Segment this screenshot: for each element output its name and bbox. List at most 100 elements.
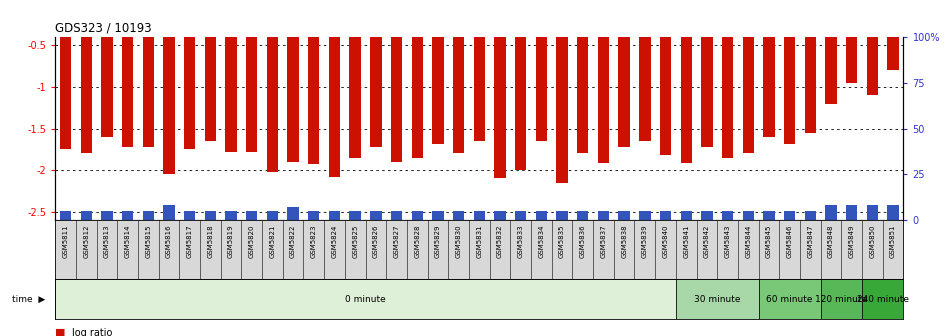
Text: log ratio: log ratio <box>72 328 112 336</box>
Bar <box>743 211 754 220</box>
Bar <box>266 211 278 220</box>
Bar <box>60 211 71 220</box>
Text: GSM5840: GSM5840 <box>663 225 669 258</box>
Bar <box>660 4 671 155</box>
Bar <box>349 4 360 158</box>
Bar <box>101 211 112 220</box>
Bar <box>391 211 402 220</box>
Bar <box>184 211 195 220</box>
Bar <box>701 211 712 220</box>
Bar <box>433 211 443 220</box>
Bar <box>764 4 775 137</box>
Text: GSM5846: GSM5846 <box>786 225 792 258</box>
Bar <box>846 205 858 220</box>
Text: GSM5812: GSM5812 <box>83 225 89 258</box>
Bar <box>266 4 278 172</box>
Bar <box>825 4 837 103</box>
Bar <box>184 4 195 149</box>
Bar <box>225 4 237 152</box>
Text: GSM5818: GSM5818 <box>207 225 213 258</box>
Text: GSM5832: GSM5832 <box>497 225 503 258</box>
Bar <box>701 4 712 147</box>
Bar <box>887 4 899 70</box>
Bar <box>287 4 299 162</box>
Text: GSM5811: GSM5811 <box>63 225 68 258</box>
Text: 30 minute: 30 minute <box>694 295 741 303</box>
Bar <box>862 279 903 319</box>
Bar <box>743 4 754 154</box>
Text: GSM5817: GSM5817 <box>186 225 193 258</box>
Bar <box>618 4 630 147</box>
Bar <box>535 4 547 141</box>
Text: GSM5824: GSM5824 <box>332 225 338 258</box>
Bar <box>556 211 568 220</box>
Bar <box>577 4 589 154</box>
Text: 60 minute: 60 minute <box>767 295 813 303</box>
Text: time  ▶: time ▶ <box>12 295 46 303</box>
Bar <box>660 211 671 220</box>
Bar <box>639 4 650 141</box>
Text: GSM5833: GSM5833 <box>517 225 524 258</box>
Bar <box>759 279 821 319</box>
Bar <box>598 4 610 164</box>
Bar <box>598 211 610 220</box>
Bar <box>846 4 858 83</box>
Text: GSM5847: GSM5847 <box>807 225 813 258</box>
Text: GSM5831: GSM5831 <box>476 225 482 258</box>
Bar <box>887 205 899 220</box>
Bar <box>391 4 402 162</box>
Bar <box>681 4 692 164</box>
Bar <box>412 4 423 158</box>
Bar <box>101 4 112 137</box>
Text: GSM5816: GSM5816 <box>166 225 172 258</box>
Text: GSM5829: GSM5829 <box>435 225 441 258</box>
Text: GSM5819: GSM5819 <box>228 225 234 258</box>
Bar <box>495 4 506 178</box>
Text: GSM5850: GSM5850 <box>869 225 876 258</box>
Bar <box>453 4 464 154</box>
Text: GSM5830: GSM5830 <box>456 225 461 258</box>
Bar <box>308 211 320 220</box>
Text: GSM5849: GSM5849 <box>848 225 855 258</box>
Bar <box>287 207 299 220</box>
Text: GSM5838: GSM5838 <box>621 225 627 258</box>
Bar <box>349 211 360 220</box>
Bar <box>639 211 650 220</box>
Text: GSM5815: GSM5815 <box>146 225 151 258</box>
Bar <box>556 4 568 183</box>
Bar <box>329 211 340 220</box>
Bar <box>60 4 71 149</box>
Bar <box>433 4 443 143</box>
Bar <box>412 211 423 220</box>
Bar <box>474 211 485 220</box>
Bar <box>866 205 878 220</box>
Bar <box>784 211 795 220</box>
Bar <box>474 4 485 141</box>
Bar <box>805 4 816 133</box>
Bar <box>164 4 175 174</box>
Text: ■: ■ <box>55 328 66 336</box>
Bar <box>204 211 216 220</box>
Bar <box>143 211 154 220</box>
Bar <box>805 211 816 220</box>
Text: GSM5813: GSM5813 <box>104 225 110 258</box>
Bar <box>143 4 154 147</box>
Text: GSM5841: GSM5841 <box>683 225 689 258</box>
Text: GSM5834: GSM5834 <box>538 225 544 258</box>
Bar <box>370 4 381 147</box>
Bar <box>515 4 526 170</box>
Bar <box>866 4 878 95</box>
Bar <box>164 205 175 220</box>
Text: GDS323 / 10193: GDS323 / 10193 <box>55 22 152 34</box>
Bar <box>722 4 733 158</box>
Text: GSM5836: GSM5836 <box>580 225 586 258</box>
Bar <box>618 211 630 220</box>
Text: GSM5839: GSM5839 <box>642 225 648 258</box>
Text: 0 minute: 0 minute <box>345 295 386 303</box>
Text: GSM5826: GSM5826 <box>373 225 378 258</box>
Bar <box>204 4 216 141</box>
Bar <box>453 211 464 220</box>
Text: GSM5843: GSM5843 <box>725 225 730 258</box>
Bar <box>764 211 775 220</box>
Text: GSM5837: GSM5837 <box>600 225 607 258</box>
